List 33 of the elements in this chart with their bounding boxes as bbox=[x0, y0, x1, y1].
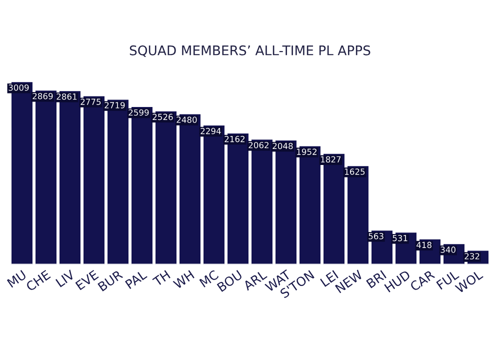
data-label: 1625 bbox=[345, 168, 365, 175]
data-label: 2526 bbox=[152, 114, 173, 120]
x-tick-label: HUD bbox=[384, 270, 411, 293]
data-label: 2162 bbox=[224, 136, 244, 142]
data-label: 340 bbox=[440, 246, 456, 253]
data-label: 2775 bbox=[80, 98, 101, 105]
data-label: 2294 bbox=[200, 128, 221, 134]
data-label: 2062 bbox=[248, 142, 268, 148]
x-tick-label: CHE bbox=[25, 270, 51, 292]
data-label: 2599 bbox=[128, 109, 149, 116]
x-tick-label: MU bbox=[6, 270, 27, 288]
x-tick-label: TH bbox=[152, 270, 170, 287]
x-tick-label: BUR bbox=[98, 270, 124, 292]
data-label: 531 bbox=[392, 234, 408, 242]
data-label: 2719 bbox=[104, 102, 125, 108]
x-tick-label: PAL bbox=[124, 269, 148, 289]
chart-title: SQUAD MEMBERS’ ALL-TIME PL APPS bbox=[130, 45, 370, 57]
data-label: 3009 bbox=[8, 84, 29, 91]
data-label: 2048 bbox=[272, 142, 293, 150]
data-label: 1827 bbox=[321, 156, 341, 163]
data-label: 2861 bbox=[56, 93, 77, 100]
data-label: 2480 bbox=[176, 116, 197, 123]
x-tick-label: WH bbox=[172, 270, 194, 290]
data-label: 418 bbox=[416, 242, 432, 248]
x-tick-label: EVE bbox=[75, 270, 99, 290]
x-tick-label: LIV bbox=[55, 269, 76, 288]
data-label: 2869 bbox=[32, 92, 53, 100]
x-tick-label: BRI bbox=[366, 270, 386, 288]
data-label: 232 bbox=[464, 253, 480, 260]
x-tick-label: CAR bbox=[409, 270, 436, 292]
x-tick-label: MC bbox=[199, 270, 219, 288]
data-label: 1952 bbox=[297, 148, 316, 155]
data-label: 563 bbox=[368, 232, 384, 240]
